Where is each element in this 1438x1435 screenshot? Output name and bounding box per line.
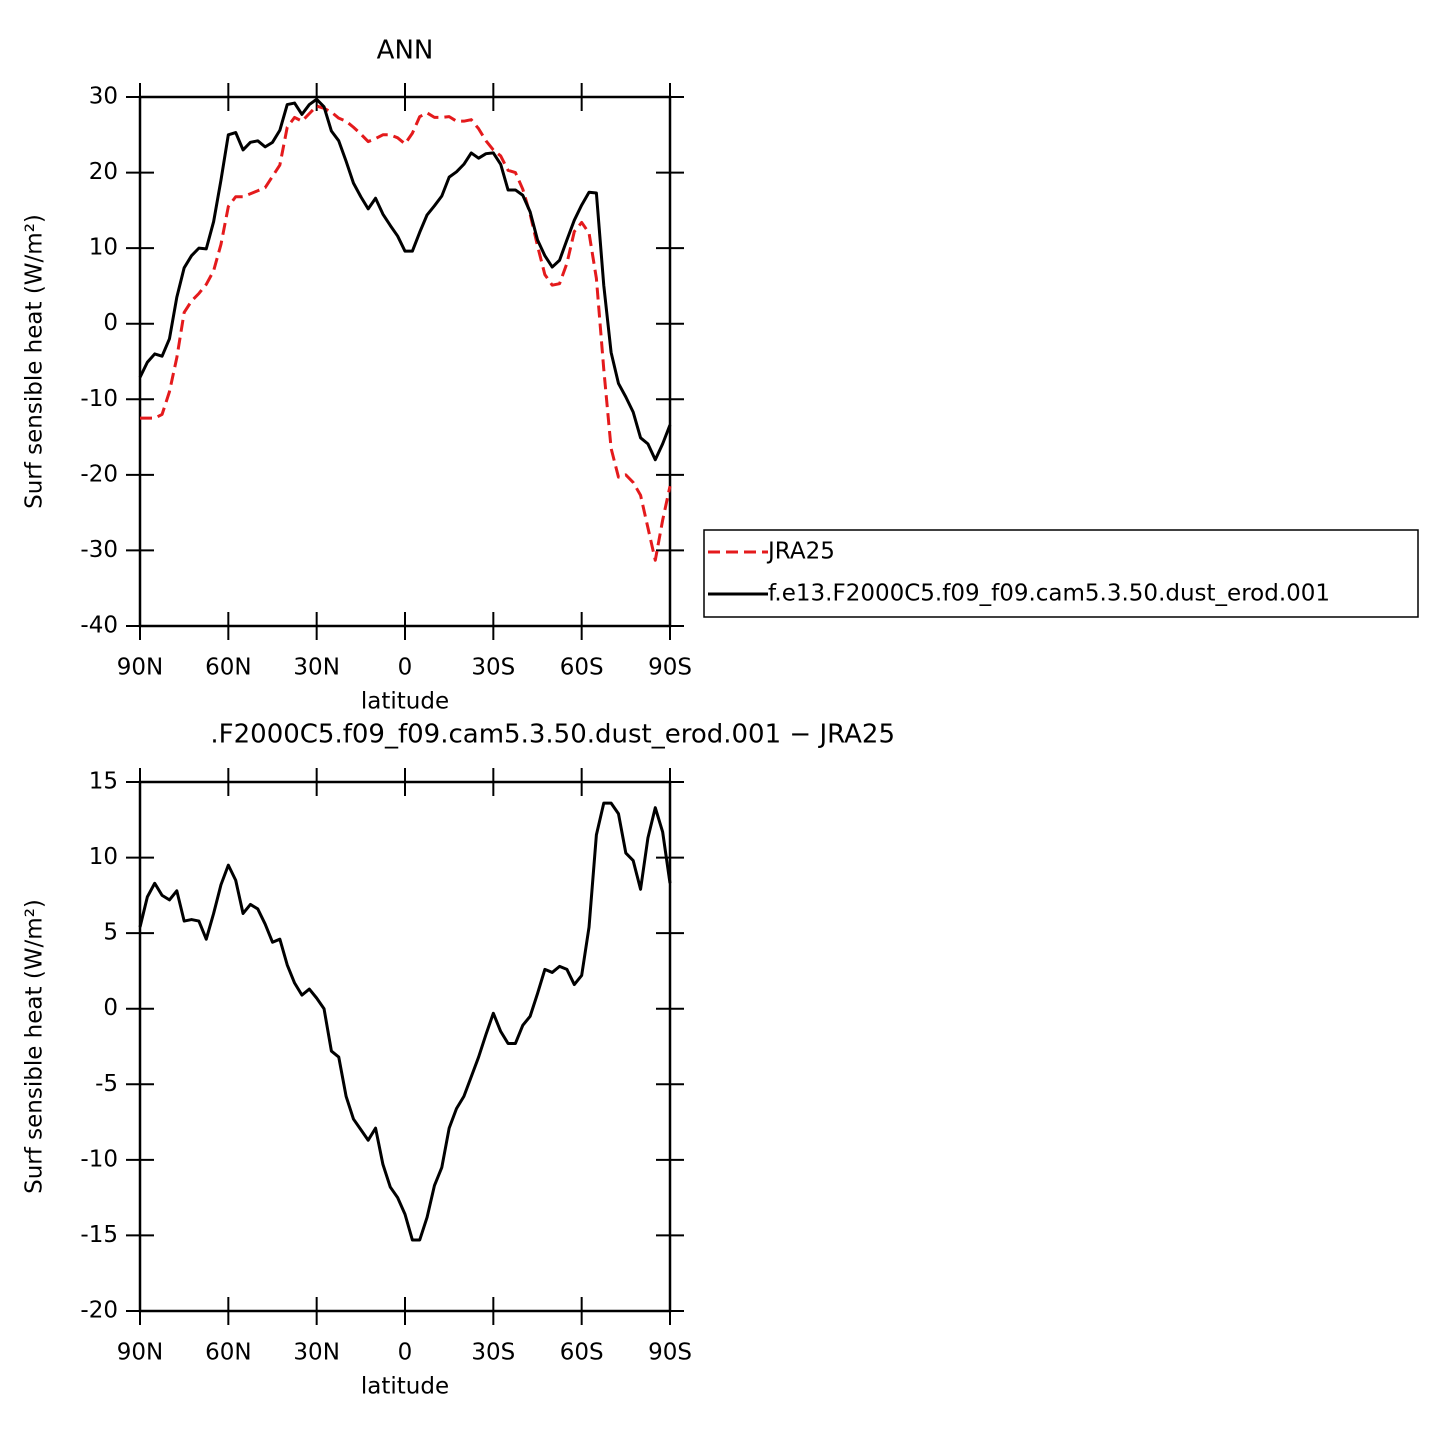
- y-tick-label: 10: [89, 235, 118, 261]
- y-tick-label: -20: [80, 1298, 118, 1324]
- x-tick-label: 90N: [117, 655, 163, 681]
- x-tick-label: 90S: [648, 655, 692, 681]
- y-tick-label: -15: [80, 1222, 118, 1248]
- y-axis-label: Surf sensible heat (W/m²): [22, 214, 48, 509]
- legend-label: JRA25: [766, 539, 835, 565]
- chart-title: ANN: [377, 36, 434, 66]
- x-tick-label: 30N: [293, 655, 339, 681]
- y-tick-label: 0: [103, 310, 118, 336]
- legend-label: f.e13.F2000C5.f09_f09.cam5.3.50.dust_ero…: [768, 581, 1330, 607]
- y-tick-label: 5: [103, 920, 118, 946]
- chart-title: .F2000C5.f09_f09.cam5.3.50.dust_erod.001…: [210, 720, 895, 750]
- legend: JRA25 f.e13.F2000C5.f09_f09.cam5.3.50.dus…: [703, 529, 1419, 618]
- y-tick-label: -20: [80, 461, 118, 487]
- x-tick-label: 60S: [560, 655, 604, 681]
- data-line: [138, 801, 672, 1242]
- x-tick-label: 30S: [471, 1340, 515, 1366]
- data-line: [140, 104, 672, 562]
- y-tick-label: -5: [95, 1071, 118, 1097]
- x-tick-label: 60N: [205, 655, 251, 681]
- x-tick-label: 30S: [471, 655, 515, 681]
- panel: .F2000C5.f09_f09.cam5.3.50.dust_erod.001…: [22, 720, 896, 1400]
- x-tick-label: 60N: [205, 1340, 251, 1366]
- panel: ANN -40 -30 -20 -10 0 10 20 30 90N 60N 30N 0 30S 60S 90…: [22, 36, 692, 715]
- y-tick-label: 30: [89, 84, 118, 110]
- x-axis-label: latitude: [361, 689, 449, 715]
- x-tick-label: 90N: [117, 1340, 163, 1366]
- y-tick-label: 10: [89, 844, 118, 870]
- x-tick-label: 60S: [560, 1340, 604, 1366]
- y-tick-label: 0: [103, 995, 118, 1021]
- plot-frame: [138, 95, 672, 628]
- x-axis-label: latitude: [361, 1374, 449, 1400]
- x-tick-label: 0: [398, 655, 413, 681]
- y-tick-label: -30: [80, 537, 118, 563]
- y-axis-label: Surf sensible heat (W/m²): [22, 899, 48, 1194]
- x-tick-label: 0: [398, 1340, 413, 1366]
- y-tick-label: 20: [89, 159, 118, 185]
- legend-box: [703, 529, 1419, 618]
- y-tick-label: -10: [80, 1146, 118, 1172]
- data-line: [138, 97, 672, 462]
- y-tick-label: 15: [89, 769, 118, 795]
- y-tick-label: -10: [80, 386, 118, 412]
- x-tick-label: 30N: [293, 1340, 339, 1366]
- plot-frame: [138, 780, 672, 1313]
- x-tick-label: 90S: [648, 1340, 692, 1366]
- y-tick-label: -40: [80, 613, 118, 639]
